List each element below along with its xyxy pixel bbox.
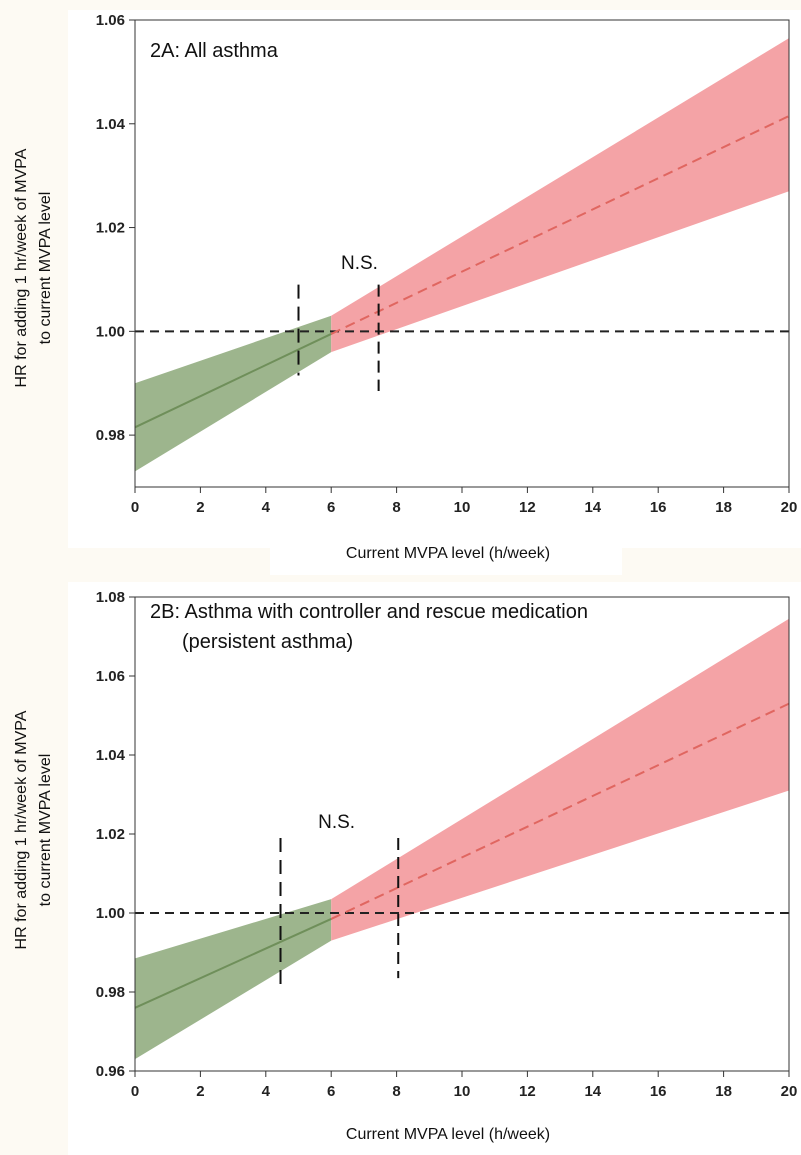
x-tick-label: 0 [131, 499, 139, 516]
series-line-protective [134, 918, 332, 1009]
y-tick-label: 1.06 [96, 668, 125, 685]
xlabel-box [270, 1119, 622, 1155]
series-line-harmful [330, 115, 790, 335]
y-axis-label-line2: to current MVPA level [37, 192, 54, 345]
x-tick-label: 20 [781, 499, 798, 516]
x-tick-label: 10 [454, 499, 471, 516]
x-tick-label: 4 [262, 499, 271, 516]
x-tick-label: 6 [327, 1083, 335, 1100]
x-tick-label: 8 [392, 499, 400, 516]
y-tick-label: 1.00 [96, 905, 125, 922]
y-tick-label: 0.98 [96, 427, 125, 444]
ns-annotation: N.S. [341, 253, 378, 274]
x-tick-label: 14 [584, 1083, 601, 1100]
ci-band-harmful [331, 618, 789, 941]
ci-band-protective [135, 315, 332, 472]
ns-annotation: N.S. [318, 812, 355, 833]
y-tick-label: 1.02 [96, 220, 125, 237]
x-tick-label: 12 [519, 499, 536, 516]
panel-title: 2A: All asthma [150, 40, 279, 62]
x-axis-label: Current MVPA level (h/week) [346, 545, 550, 562]
x-tick-label: 20 [781, 1083, 798, 1100]
x-tick-label: 18 [715, 1083, 732, 1100]
x-axis-label: Current MVPA level (h/week) [346, 1126, 550, 1143]
y-tick-label: 0.98 [96, 984, 125, 1001]
panel-title-line2: (persistent asthma) [182, 631, 353, 653]
x-tick-label: 6 [327, 499, 335, 516]
y-axis-label-line1: HR for adding 1 hr/week of MVPA [13, 710, 30, 949]
x-tick-label: 2 [196, 1083, 204, 1100]
y-tick-label: 1.04 [96, 116, 126, 133]
series-line-harmful [330, 702, 790, 920]
x-tick-label: 8 [392, 1083, 400, 1100]
x-tick-label: 12 [519, 1083, 536, 1100]
xlabel-box [270, 535, 622, 575]
x-tick-label: 2 [196, 499, 204, 516]
chart-2a: N.S. 0.98 1.00 1.02 1.04 1.06 0 2 4 6 8 10 12 14 16 18 2… [13, 10, 801, 575]
x-tick-label: 4 [262, 1083, 271, 1100]
x-tick-label: 16 [650, 499, 667, 516]
series-line-protective [134, 333, 332, 429]
y-axis-label-line2: to current MVPA level [37, 754, 54, 907]
x-tick-label: 14 [584, 499, 601, 516]
y-tick-label: 0.96 [96, 1063, 125, 1080]
panel-title: 2B: Asthma with controller and rescue me… [150, 601, 588, 623]
x-tick-label: 16 [650, 1083, 667, 1100]
y-axis-label-line1: HR for adding 1 hr/week of MVPA [13, 148, 30, 387]
y-tick-label: 1.00 [96, 323, 125, 340]
y-tick-label: 1.08 [96, 589, 125, 606]
chart-2b: N.S. 0.96 0.98 1.00 1.02 1.04 1.06 1.08 0 2 4 6 8 10 1… [13, 582, 801, 1155]
ci-band-protective [135, 899, 332, 1060]
y-tick-label: 1.04 [96, 747, 126, 764]
x-tick-label: 0 [131, 1083, 139, 1100]
y-tick-label: 1.06 [96, 12, 125, 29]
y-tick-label: 1.02 [96, 826, 125, 843]
ci-band-harmful [331, 38, 789, 353]
x-tick-label: 10 [454, 1083, 471, 1100]
x-tick-label: 18 [715, 499, 732, 516]
